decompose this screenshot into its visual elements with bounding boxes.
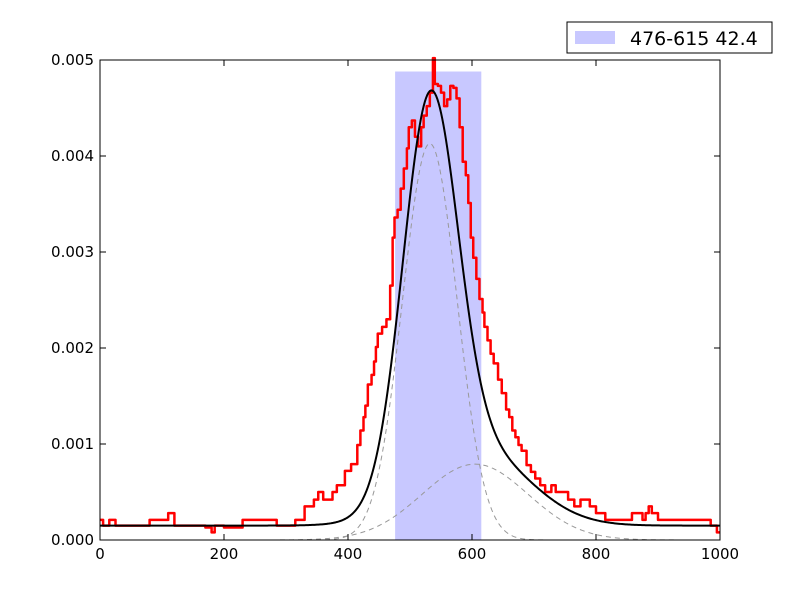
- x-tick-label: 200: [210, 545, 239, 563]
- x-tick-label: 0: [95, 545, 105, 563]
- x-tick-label: 400: [334, 545, 363, 563]
- legend: 476-615 42.4: [566, 21, 773, 54]
- y-tick-label: 0.005: [51, 51, 94, 69]
- y-tick-label: 0.000: [51, 531, 94, 549]
- x-tick-label: 800: [582, 545, 611, 563]
- y-tick-label: 0.002: [51, 339, 94, 357]
- legend-label: 476-615 42.4: [630, 28, 758, 50]
- x-tick-label: 1000: [701, 545, 739, 563]
- y-tick-label: 0.001: [51, 435, 94, 453]
- x-tick-label: 600: [458, 545, 487, 563]
- y-tick-label: 0.004: [51, 147, 94, 165]
- series-line-2: [100, 89, 720, 527]
- y-tick-label: 0.003: [51, 243, 94, 261]
- ticks-layer: 0 200 400 600 800 1000 0.000 0.001 0.002 0.003 0.0…: [51, 51, 739, 563]
- legend-swatch: [575, 31, 615, 44]
- plot-frame: [99, 59, 721, 541]
- series-line-1: [100, 56, 720, 534]
